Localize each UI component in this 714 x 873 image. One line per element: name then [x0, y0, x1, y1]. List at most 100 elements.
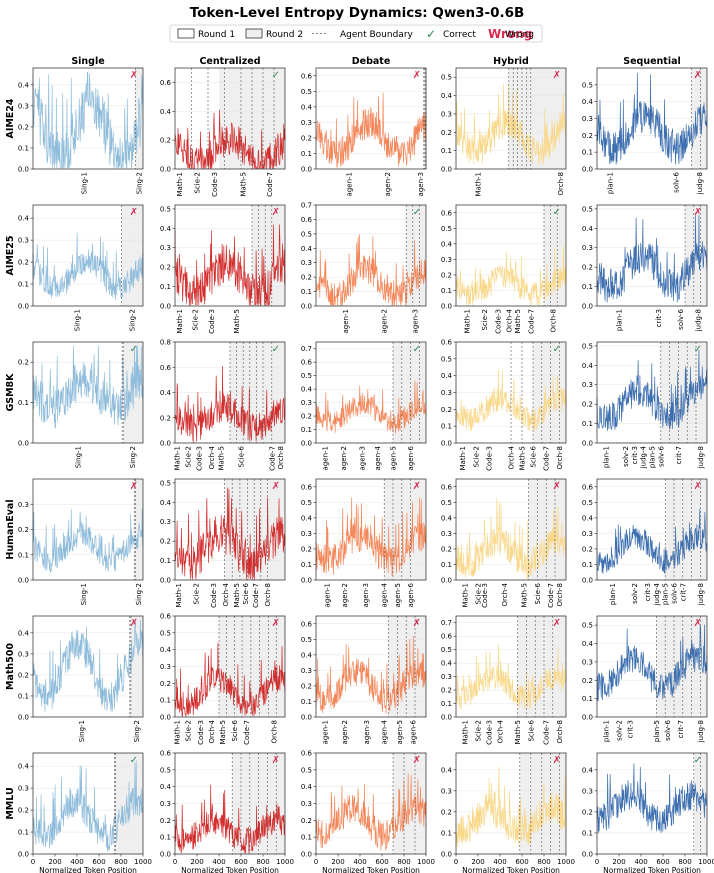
entropy-line [315, 380, 427, 434]
panel-debate-math500: 0.0 0.1 0.2 0.3 0.4 0.5 0.6 ✗ agen-1 agen-2 agen-3… [301, 615, 427, 744]
y-tick-label: 0.1 [18, 551, 29, 559]
agent-label: Sing-1 [81, 172, 89, 194]
y-tick-label: 0.4 [582, 766, 594, 774]
panel-sequential-aime25: 0.0 0.1 0.2 0.3 0.4 0.5 ✗ plan-1 crit-3 solv-6 jud… [582, 204, 708, 332]
agent-label: crit-7 [679, 583, 687, 601]
row-label-aime25: AIME25 [5, 235, 16, 275]
agent-label: plan-1 [602, 720, 610, 742]
y-tick-label: 0.1 [301, 150, 312, 158]
correct-icon: ✓ [694, 344, 702, 355]
agent-label: Orch-8 [277, 446, 285, 470]
y-tick-label: 0.2 [160, 538, 171, 546]
column-title-single: Single [71, 56, 104, 67]
y-tick-label: 0.3 [582, 244, 593, 252]
agent-label: solv-2 [616, 720, 624, 741]
x-tick-label: 1000 [417, 858, 435, 866]
y-tick-label: 0.2 [441, 687, 452, 695]
panel-hybrid-aime24: 0.0 0.1 0.2 0.3 0.4 0.5 ✗ Math-1 Orch-8 [441, 67, 567, 197]
y-tick-label: 0.4 [160, 783, 172, 791]
y-tick-label: 0.1 [441, 423, 452, 431]
y-tick-label: 0.5 [301, 88, 312, 96]
y-tick-label: 0.1 [582, 829, 593, 837]
x-tick-label: 0 [314, 858, 318, 866]
agent-label: judg-4 [640, 445, 648, 469]
wrong-icon: ✗ [553, 70, 561, 81]
agent-label: Orch-4 [222, 582, 230, 606]
agent-label: Orch-8 [557, 172, 565, 196]
panel-frame [32, 204, 144, 307]
entropy-line [32, 232, 144, 300]
panel-frame [32, 67, 144, 170]
y-tick-label: 0.0 [301, 851, 312, 859]
panel-frame [315, 341, 427, 444]
y-tick-label: 0.5 [441, 355, 452, 363]
agent-label: agen-1 [321, 720, 329, 744]
agent-label: plan-5 [662, 583, 670, 605]
entropy-line [32, 760, 144, 852]
y-tick-label: 0.2 [582, 677, 593, 685]
x-tick-label: 200 [48, 858, 61, 866]
agent-label: agen-1 [342, 309, 350, 333]
y-tick-label: 0.0 [301, 577, 312, 585]
panel-frame [32, 752, 144, 855]
panel-sequential-math500: 0.0 0.1 0.2 0.3 0.4 0.5 ✗ plan-1 solv-2 crit-3 pla… [582, 615, 708, 743]
correct-icon: ✓ [694, 755, 702, 766]
x-tick-label: 400 [212, 858, 225, 866]
y-tick-label: 0.1 [160, 834, 171, 842]
y-tick-label: 0.0 [582, 577, 593, 585]
agent-label: solv-6 [673, 171, 681, 192]
y-tick-label: 0.2 [160, 137, 171, 145]
x-tick-label: 600 [375, 858, 388, 866]
row-label-gsm8k: GSM8K [5, 373, 16, 412]
entropy-line [174, 784, 286, 854]
agent-label: Orch-8 [556, 720, 564, 744]
entropy-line [174, 642, 286, 717]
agent-label: agen-5 [394, 583, 402, 607]
x-tick-label: 200 [471, 858, 484, 866]
agent-label: Sing-1 [78, 720, 86, 742]
agent-label: Scie-6 [231, 719, 239, 741]
y-tick-label: 0.0 [160, 714, 171, 722]
agent-label: Orch-8 [271, 720, 279, 744]
agent-label: judg-8 [697, 720, 705, 743]
agent-label: crit-3 [644, 583, 652, 601]
agent-label: Math-5 [514, 309, 522, 334]
y-tick-label: 0.2 [18, 526, 29, 534]
panel-frame [455, 752, 567, 855]
wrong-icon: ✗ [413, 70, 421, 81]
y-tick-label: 0.1 [582, 695, 593, 703]
y-tick-label: 0.2 [301, 682, 312, 690]
y-tick-label: 0.6 [301, 483, 313, 491]
y-tick-label: 0.5 [582, 342, 593, 350]
agent-label: Code-7 [266, 172, 274, 197]
y-tick-label: 0.5 [160, 766, 171, 774]
agent-label: Math-1 [475, 172, 483, 197]
y-tick-label: 0.2 [582, 401, 593, 409]
legend-round1-swatch [177, 28, 195, 39]
panel-sequential-mmlu: 0.0 0.1 0.2 0.3 0.4 ✓ 0 200 400 600 800 1000Normali… [582, 752, 714, 873]
y-tick-label: 0.0 [441, 851, 452, 859]
y-tick-label: 0.6 [301, 216, 313, 224]
y-tick-label: 0.1 [18, 692, 29, 700]
y-tick-label: 0.1 [160, 557, 171, 565]
agent-label: judg-8 [697, 583, 705, 606]
panel-frame [596, 204, 708, 307]
y-tick-label: 0.3 [441, 673, 452, 681]
panel-frame [315, 204, 427, 307]
row-label-mmlu: MMLU [5, 787, 16, 819]
x-tick-label: 200 [612, 858, 625, 866]
entropy-line [174, 487, 286, 580]
y-tick-label: 0.1 [18, 144, 29, 152]
x-tick-label: 200 [331, 858, 344, 866]
y-tick-label: 0.6 [441, 339, 453, 347]
agent-label: Code-7 [543, 720, 551, 745]
y-tick-label: 0.7 [301, 202, 312, 210]
y-tick-label: 0.4 [301, 514, 313, 522]
y-tick-label: 0.4 [160, 108, 172, 116]
agent-label: plan-1 [602, 446, 610, 468]
y-tick-label: 0.2 [18, 671, 29, 679]
agent-label: agen-2 [384, 172, 392, 196]
y-tick-label: 0.1 [301, 288, 312, 296]
x-tick-label: 0 [454, 858, 458, 866]
y-tick-label: 0.5 [441, 646, 452, 654]
